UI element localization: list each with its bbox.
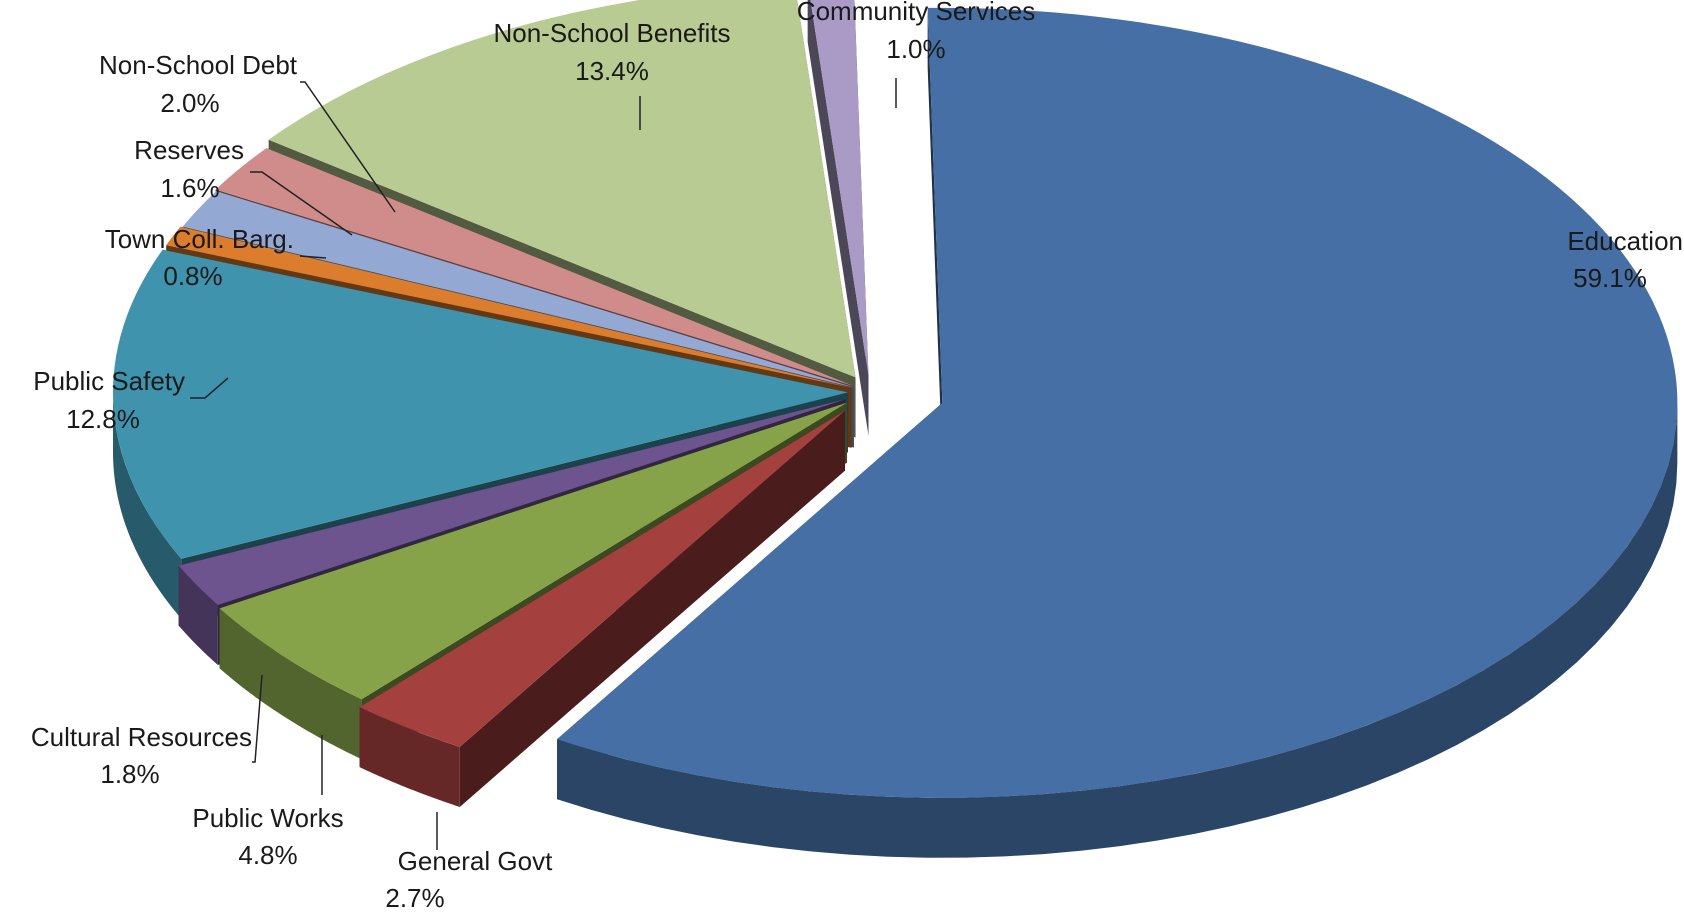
slice-labels: Education 59.1% General Govt 2.7% Public Wor… <box>31 0 1683 913</box>
leader-line <box>250 171 353 236</box>
leader-line <box>299 255 327 259</box>
slice-wall <box>557 402 1678 858</box>
slice-label: Community Services <box>797 0 1035 26</box>
slice-non-school-debt <box>215 148 854 386</box>
slice-label: Public Safety <box>33 366 185 396</box>
slice-wall <box>178 565 218 665</box>
slice-general-govt <box>359 410 846 747</box>
slice-value-label: 13.4% <box>575 56 649 86</box>
slice-label: Reserves <box>134 135 244 165</box>
slice-community-services <box>810 0 869 376</box>
slice-value-label: 59.1% <box>1573 263 1647 293</box>
slice-cut-face <box>927 7 943 463</box>
slice-label: Cultural Resources <box>31 722 252 752</box>
slice-tops <box>113 0 1678 798</box>
slice-label: Town Coll. Barg. <box>105 224 294 254</box>
slice-label: Education <box>1567 226 1683 256</box>
slice-cultural-resources <box>178 399 846 605</box>
slice-label: Non-School Debt <box>99 50 298 80</box>
slice-value-label: 4.8% <box>238 840 297 870</box>
slice-public-safety <box>113 249 849 559</box>
slice-value-label: 2.7% <box>385 883 444 913</box>
slice-education <box>557 7 1678 798</box>
slice-public-works <box>219 402 848 700</box>
slice-value-label: 1.0% <box>886 34 945 64</box>
slice-wall <box>113 392 182 619</box>
slice-value-label: 0.8% <box>163 261 222 291</box>
slice-non-school-benefits <box>268 0 856 378</box>
slice-value-label: 1.8% <box>100 759 159 789</box>
slice-label: Non-School Benefits <box>493 18 730 48</box>
slice-reserves <box>182 191 854 388</box>
slice-value-label: 12.8% <box>66 404 140 434</box>
leader-line <box>190 377 229 399</box>
leader-line <box>252 674 263 763</box>
slice-wall <box>219 608 362 760</box>
slice-label: Public Works <box>192 803 343 833</box>
slice-label: General Govt <box>398 846 553 876</box>
leader-lines <box>190 78 897 850</box>
leader-line <box>300 81 396 213</box>
slice-town-coll-barg <box>166 226 852 388</box>
slice-wall <box>359 707 460 807</box>
slice-value-label: 1.6% <box>160 173 219 203</box>
slice-cut-face <box>807 0 869 436</box>
slice-value-label: 2.0% <box>160 88 219 118</box>
